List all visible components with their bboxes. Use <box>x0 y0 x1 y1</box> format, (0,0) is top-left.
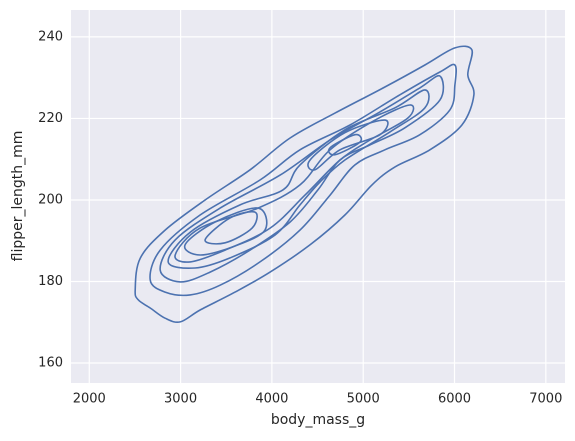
y-tick-label: 160 <box>38 356 63 371</box>
contour-line <box>183 207 268 256</box>
y-tick-label: 180 <box>38 274 63 289</box>
y-tick-label: 200 <box>38 192 63 207</box>
x-tick-label: 5000 <box>347 392 380 407</box>
x-tick-label: 3000 <box>164 392 197 407</box>
x-tick-label: 6000 <box>438 392 471 407</box>
y-axis-label: flipper_length_mm <box>10 131 26 262</box>
contour-line <box>159 74 445 283</box>
contour-line <box>167 89 430 269</box>
plot-area <box>71 10 565 383</box>
contour-line <box>204 210 258 245</box>
y-tick-label: 240 <box>38 29 63 44</box>
contour-line <box>327 133 363 156</box>
x-tick-label: 7000 <box>529 392 562 407</box>
x-tick-label: 4000 <box>255 392 288 407</box>
contour-line <box>134 45 475 324</box>
contour-line <box>307 119 389 171</box>
y-tick-label: 220 <box>38 111 63 126</box>
contour-line <box>149 63 458 297</box>
x-axis-label: body_mass_g <box>271 412 365 428</box>
x-tick-label: 2000 <box>73 392 106 407</box>
